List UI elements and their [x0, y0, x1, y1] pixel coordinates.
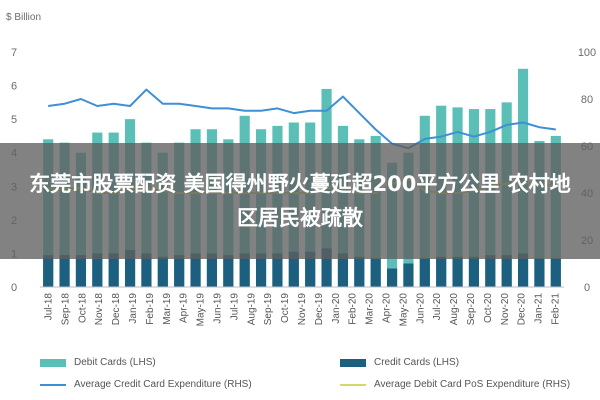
legend-swatch-avg-credit-expenditure [40, 383, 66, 386]
x-tick-label: Oct-20 [483, 293, 494, 323]
x-tick-label: Aug-19 [246, 293, 257, 326]
x-axis: Jul-18 Sep-18 Oct-18 Nov-18 Dec-18 Jan-19 Feb-… [40, 286, 564, 327]
x-tick-label: Apr-20 [382, 293, 393, 323]
bar-credit-cards [370, 258, 381, 287]
bar-credit-cards [75, 255, 87, 287]
x-tick-label: Jun-20 [415, 293, 426, 324]
legend-item-avg-debit-pos-expenditure: Average Debit Card PoS Expenditure (RHS) [340, 379, 570, 390]
bar-credit-cards [321, 248, 332, 287]
bar-credit-cards [337, 253, 349, 287]
x-tick-label: Jan-20 [331, 293, 342, 324]
bar-credit-cards [386, 268, 398, 287]
bar-credit-cards [255, 253, 267, 287]
left-tick-label: 6 [11, 81, 17, 93]
bar-credit-cards [534, 258, 545, 287]
x-tick-label: Feb-20 [348, 293, 359, 325]
bar-credit-cards [223, 255, 234, 287]
bar-credit-cards [550, 258, 561, 287]
left-tick-label: 5 [11, 114, 17, 126]
bar-credit-cards [288, 251, 299, 287]
bar-credit-cards [501, 255, 512, 287]
legend-item-avg-credit-expenditure: Average Credit Card Expenditure (RHS) [40, 379, 252, 390]
bar-credit-cards [206, 253, 218, 287]
left-tick-label: 7 [11, 47, 17, 59]
x-tick-label: Nov-19 [297, 293, 308, 326]
right-tick-label: 0 [584, 282, 590, 294]
bar-credit-cards [272, 253, 283, 287]
bar-credit-cards [354, 256, 365, 287]
x-tick-label: Dec-18 [111, 293, 122, 326]
legend-label-avg-credit-expenditure: Average Credit Card Expenditure (RHS) [74, 379, 252, 390]
x-tick-label: Feb-19 [145, 293, 156, 325]
right-tick-label: 80 [581, 94, 593, 106]
x-tick-label: Feb-21 [551, 293, 562, 325]
legend-label-credit-cards: Credit Cards (LHS) [374, 357, 460, 368]
x-tick-label: Oct-18 [77, 293, 88, 323]
bar-credit-cards [174, 255, 185, 287]
x-tick-label: Dec-19 [314, 293, 325, 326]
x-tick-label: Jan-21 [534, 293, 545, 324]
bar-credit-cards [419, 258, 430, 287]
bar-credit-cards [124, 250, 136, 287]
x-tick-label: Dec-20 [517, 293, 528, 326]
overlay-banner: 东莞市股票配资 美国得州野火蔓延超200平方公里 农村地区居民被疏散 [0, 143, 600, 259]
left-unit-label: $ Billion [6, 12, 41, 23]
x-tick-label: Sep-18 [60, 293, 71, 326]
bar-credit-cards [452, 256, 463, 287]
bar-credit-cards [43, 255, 54, 287]
x-tick-label: Jun-19 [212, 293, 223, 324]
bar-credit-cards [305, 251, 316, 287]
bar-credit-cards [59, 255, 70, 287]
bar-credit-cards [108, 253, 119, 287]
legend-item-credit-cards: Credit Cards (LHS) [340, 357, 459, 368]
legend-label-avg-debit-pos-expenditure: Average Debit Card PoS Expenditure (RHS) [374, 379, 571, 390]
x-tick-label: Jul-20 [432, 293, 443, 321]
bar-credit-cards [485, 255, 496, 287]
legend-swatch-credit-cards [340, 358, 366, 367]
bar-credit-cards [141, 253, 152, 287]
x-tick-label: Jan-19 [128, 293, 139, 324]
bar-credit-cards [517, 253, 529, 287]
x-tick-label: Sep-19 [263, 293, 274, 326]
x-tick-label: Apr-19 [179, 293, 190, 323]
bar-credit-cards [92, 253, 103, 287]
x-tick-label: Nov-20 [500, 293, 511, 326]
bar-credit-cards [436, 256, 447, 287]
line-average-credit-card-expenditure-rhs [48, 88, 556, 150]
bar-credit-cards [468, 256, 480, 287]
banner-text: 东莞市股票配资 美国得州野火蔓延超200平方公里 农村地区居民被疏散 [29, 172, 571, 230]
x-tick-label: Mar-19 [162, 293, 173, 325]
bar-credit-cards [403, 263, 414, 287]
x-tick-label: Nov-18 [94, 293, 105, 326]
x-tick-label: May-19 [196, 293, 207, 327]
bar-credit-cards [239, 253, 250, 287]
legend-swatch-avg-debit-pos-expenditure [340, 383, 366, 386]
x-tick-label: Jul-18 [43, 293, 54, 321]
bar-credit-cards [190, 253, 201, 287]
x-tick-label: Oct-19 [280, 293, 291, 323]
x-tick-label: May-20 [398, 293, 409, 327]
x-tick-label: Sep-20 [466, 293, 477, 326]
right-tick-label: 100 [578, 47, 596, 59]
left-tick-label: 0 [11, 282, 17, 294]
x-tick-label: Mar-20 [365, 293, 376, 325]
legend-swatch-debit-cards [40, 358, 66, 367]
legend: Debit Cards (LHS) Credit Cards (LHS) Ave… [40, 353, 580, 397]
legend-label-debit-cards: Debit Cards (LHS) [74, 357, 156, 368]
legend-item-debit-cards: Debit Cards (LHS) [40, 357, 156, 368]
bar-credit-cards [157, 256, 168, 287]
x-tick-label: Jul-19 [229, 293, 240, 321]
x-tick-label: Aug-20 [449, 293, 460, 326]
